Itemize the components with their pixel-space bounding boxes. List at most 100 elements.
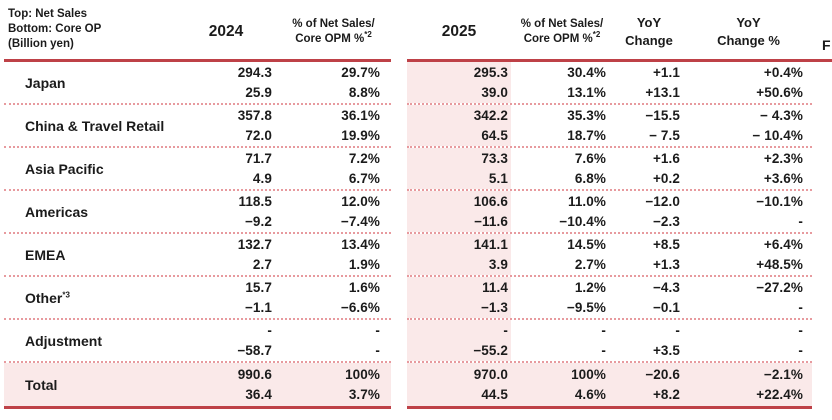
pct-2025: 7.6% 6.8%	[511, 148, 613, 189]
column-header-2024: 2024	[208, 22, 244, 40]
cell-value: +0.4%	[763, 64, 803, 80]
cell-value: +8.5	[652, 236, 680, 252]
cell-value: 990.6	[237, 366, 272, 382]
cell-value: 73.3	[481, 150, 508, 166]
cell-value: +13.1	[645, 85, 680, 101]
cell-value: -	[798, 322, 803, 338]
cutoff-next-column-label: F	[822, 37, 831, 53]
value-2025: 141.1 3.9	[407, 234, 511, 275]
column-header-yoy-change: YoY Change	[625, 14, 673, 48]
yoy-change: - +3.5	[613, 320, 685, 361]
cell-value: 357.8	[237, 107, 272, 123]
table-fy2025-section: 2025 % of Net Sales/ Core OPM %*2 YoY Ch…	[407, 0, 812, 406]
cell-value: −2.1%	[763, 366, 803, 382]
table-row: China & Travel Retail 357.8 72.0 36.1% 19.…	[4, 105, 391, 148]
cell-value: 3.7%	[348, 387, 380, 403]
pct-header-line1: % of Net Sales/	[292, 18, 375, 31]
yoy-change: −4.3 −0.1	[613, 277, 685, 318]
cell-value: −55.2	[473, 343, 508, 359]
yoy-change-pct: +6.4% +48.5%	[685, 234, 812, 275]
cell-value: 106.6	[473, 193, 508, 209]
yoy-change-pct: +0.4% +50.6%	[685, 62, 812, 103]
table-row: EMEA 132.7 2.7 13.4% 1.9%	[4, 234, 391, 277]
column-header-2025: 2025	[441, 22, 477, 40]
cell-value: -	[798, 343, 803, 359]
cell-value: -	[601, 322, 606, 338]
pct-2024: 13.4% 1.9%	[276, 234, 391, 275]
region-label: EMEA	[25, 246, 66, 263]
column-header-pct-2025: % of Net Sales/ Core OPM %*2	[511, 0, 613, 59]
table-row: 970.0 44.5 100% 4.6% −20.6 +8.2 −2.1% +22.4%	[407, 363, 812, 406]
value-2025: 106.6 −11.6	[407, 191, 511, 232]
cell-value: -	[675, 322, 680, 338]
table-row: 342.2 64.5 35.3% 18.7% −15.5− 7.5 − 4.3% − …	[407, 105, 812, 148]
cell-value: 29.7%	[341, 64, 380, 80]
cell-value: − 4.3%	[759, 107, 803, 123]
cell-value: − 10.4%	[752, 128, 803, 144]
pct-header-line2: Core OPM %*2	[523, 29, 601, 45]
cell-value: 970.0	[473, 366, 508, 382]
value-2024: 357.8 72.0	[176, 105, 276, 146]
bottom-rule-left	[4, 406, 391, 409]
cell-value: 295.3	[473, 64, 508, 80]
cell-value: −10.4%	[559, 214, 606, 230]
pct-header-line1: % of Net Sales/	[520, 18, 604, 31]
cell-value: −58.7	[237, 343, 272, 359]
cell-value: −15.5	[645, 107, 680, 123]
yoy-change-pct: −2.1% +22.4%	[685, 363, 812, 406]
cell-value: −27.2%	[756, 279, 803, 295]
pct-2025: 30.4% 13.1%	[511, 62, 613, 103]
table-row: 73.3 5.1 7.6% 6.8% +1.6 +0.2 +2.3% +3.6%	[407, 148, 812, 191]
cell-value: 39.0	[481, 85, 508, 101]
cell-value: −11.6	[474, 214, 508, 230]
cell-value: +3.6%	[763, 171, 803, 187]
cell-value: 100%	[345, 366, 380, 382]
cell-value: 25.9	[245, 85, 272, 101]
cell-value: −10.1%	[756, 193, 803, 209]
table-title-line2: Bottom: Core OP	[8, 23, 102, 36]
cell-value: −9.5%	[566, 300, 606, 316]
cell-value: 11.4	[482, 279, 508, 295]
yoy-change: +1.1 +13.1	[613, 62, 685, 103]
cell-value: +1.6	[652, 150, 680, 166]
region-label: Japan	[25, 74, 66, 91]
cell-value: 1.6%	[348, 279, 380, 295]
cell-value: 71.7	[245, 150, 272, 166]
pct-2024: 12.0% −7.4%	[276, 191, 391, 232]
value-2024: - −58.7	[176, 320, 276, 361]
cell-value: 2.7%	[574, 257, 606, 273]
cell-value: 294.3	[237, 64, 272, 80]
yoy-change: +1.6 +0.2	[613, 148, 685, 189]
cell-value: − 7.5	[649, 128, 680, 144]
value-2024: 15.7 −1.1	[176, 277, 276, 318]
footnote-marker-2: *2	[592, 29, 601, 39]
table-row: 106.6 −11.6 11.0% −10.4% −12.0 −2.3 −10.1% -	[407, 191, 812, 234]
yoy-change-pct: +2.3% +3.6%	[685, 148, 812, 189]
cell-value: 64.5	[481, 128, 508, 144]
cell-value: 6.8%	[574, 171, 606, 187]
cell-value: 3.9	[488, 257, 508, 273]
column-header-yoy-change-pct: YoY Change %	[717, 14, 780, 48]
cell-value: 12.0%	[341, 193, 380, 209]
pct-2024: 100% 3.7%	[276, 363, 391, 406]
cell-value: 100%	[571, 366, 606, 382]
cell-value: 5.1	[488, 171, 508, 187]
cell-value: 30.4%	[567, 64, 606, 80]
pct-2025: 11.0% −10.4%	[511, 191, 613, 232]
cell-value: −0.1	[652, 300, 680, 316]
cell-value: 4.6%	[574, 387, 606, 403]
cell-value: -	[375, 322, 380, 338]
value-2024: 118.5 −9.2	[176, 191, 276, 232]
cell-value: -	[798, 214, 803, 230]
cell-value: 11.0%	[567, 193, 606, 209]
cell-value: 13.1%	[567, 85, 606, 101]
yoy-change: +8.5 +1.3	[613, 234, 685, 275]
table-row: - −55.2 - - - +3.5 - -	[407, 320, 812, 363]
pct-2024: --	[276, 320, 391, 361]
table-row: Japan 294.3 25.9 29.7% 8.8%	[4, 62, 391, 105]
region-label: Americas	[25, 203, 89, 220]
footnote-marker-3: *3	[62, 289, 70, 299]
value-2025: - −55.2	[407, 320, 511, 361]
value-2024: 294.3 25.9	[176, 62, 276, 103]
